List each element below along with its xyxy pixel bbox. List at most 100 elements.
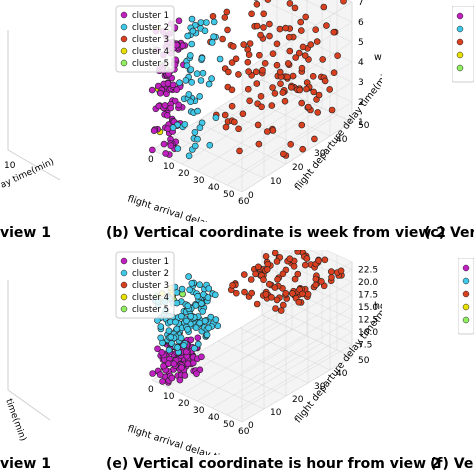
point-cluster-1 — [194, 334, 202, 342]
point-cluster-3 — [303, 255, 311, 262]
point-cluster-3 — [307, 41, 315, 48]
point-cluster-2 — [191, 345, 198, 352]
legend-box — [115, 5, 175, 73]
point-cluster-2 — [193, 70, 201, 77]
point-cluster-1 — [167, 142, 175, 149]
y-tick-label: 20 — [292, 395, 304, 405]
point-cluster-3 — [262, 290, 270, 298]
point-cluster-3 — [298, 99, 305, 107]
point-cluster-2 — [216, 55, 224, 63]
y-tick-label: 10 — [270, 408, 282, 418]
x-tick-label: 10 — [163, 392, 175, 402]
point-cluster-3 — [297, 18, 304, 26]
point-cluster-3 — [295, 298, 303, 306]
point-cluster-3 — [235, 71, 242, 78]
point-cluster-2 — [203, 19, 210, 26]
point-cluster-3 — [299, 145, 306, 153]
point-cluster-3 — [272, 305, 279, 312]
point-cluster-2 — [157, 323, 165, 330]
point-cluster-3 — [299, 43, 307, 51]
z-tick-label: 2 — [358, 98, 364, 108]
caption-b: (b) Vertical coordinate is week from vie… — [106, 225, 446, 241]
point-cluster-2 — [188, 79, 195, 86]
point-cluster-3 — [289, 290, 296, 297]
point-cluster-3 — [253, 0, 259, 1]
point-cluster-1 — [193, 370, 200, 377]
grid-line — [211, 342, 323, 409]
point-cluster-3 — [233, 289, 240, 297]
point-cluster-3 — [282, 24, 289, 32]
point-cluster-3 — [334, 52, 341, 60]
point-cluster-2 — [201, 317, 209, 325]
point-cluster-1 — [154, 345, 161, 353]
point-cluster-2 — [188, 40, 195, 48]
point-cluster-2 — [165, 346, 173, 354]
point-cluster-2 — [196, 281, 203, 289]
point-cluster-2 — [181, 121, 189, 128]
point-cluster-2 — [212, 291, 219, 299]
point-cluster-3 — [264, 0, 272, 3]
point-cluster-2 — [169, 124, 177, 131]
point-cluster-3 — [312, 281, 319, 289]
point-cluster-2 — [174, 145, 182, 152]
grid-line — [217, 340, 309, 384]
grid-line — [195, 121, 287, 165]
grid-line — [241, 344, 353, 410]
legend-label-cluster-1: cluster 1 — [132, 257, 169, 267]
point-cluster-2 — [187, 313, 194, 320]
point-cluster-2 — [201, 27, 209, 35]
point-cluster-3 — [221, 111, 229, 119]
point-cluster-3 — [328, 268, 335, 275]
point-cluster-3 — [241, 271, 248, 278]
point-cluster-3 — [301, 52, 309, 59]
legend-label-cluster-4: cluster 4 — [132, 293, 169, 303]
legend-marker-cluster-5 — [120, 59, 128, 67]
point-cluster-3 — [264, 128, 271, 135]
caption-e: (e) Vertical coordinate is hour from vie… — [106, 456, 441, 472]
right-partial-legend-top — [452, 6, 474, 83]
point-cluster-1 — [158, 349, 166, 356]
point-cluster-3 — [253, 80, 261, 87]
point-cluster-3 — [323, 22, 330, 29]
point-cluster-3 — [311, 135, 318, 143]
x-tick-label: 50 — [223, 190, 235, 200]
legend-marker-cluster-2 — [120, 23, 128, 31]
grid-line — [309, 250, 353, 270]
point-cluster-3 — [298, 121, 306, 129]
point-cluster-2 — [199, 69, 207, 77]
point-cluster-3 — [225, 68, 232, 76]
point-cluster-2 — [212, 316, 220, 323]
x-tick-label: 60 — [238, 197, 250, 207]
legend-marker-cluster-3 — [120, 281, 128, 289]
legend: cluster 1 cluster 2 cluster 3 cluster 4 clus… — [115, 5, 175, 73]
point-cluster-2 — [185, 152, 193, 160]
point-cluster-2 — [173, 325, 181, 333]
point-cluster-3 — [310, 88, 317, 96]
y-tick-label: 20 — [292, 163, 304, 173]
point-cluster-2 — [204, 294, 212, 301]
legend-marker-cluster-3 — [456, 38, 464, 46]
legend-label-cluster-3: cluster 3 — [132, 35, 169, 45]
point-cluster-2 — [184, 32, 191, 40]
z-tick-label: 6 — [358, 18, 364, 28]
point-cluster-3 — [314, 109, 321, 116]
legend-label-cluster-2: cluster 2 — [132, 269, 169, 279]
point-cluster-3 — [315, 91, 323, 99]
point-cluster-1 — [157, 89, 164, 97]
point-cluster-2 — [186, 286, 193, 294]
point-cluster-3 — [273, 296, 281, 304]
point-cluster-3 — [340, 0, 347, 5]
legend: cluster 1 cluster 2 cluster 3 cluster 4 clus… — [115, 251, 175, 319]
point-cluster-3 — [319, 56, 326, 63]
point-cluster-1 — [169, 81, 177, 89]
grid-line — [166, 86, 278, 158]
caption-right-bottom: (f) Ve — [430, 456, 474, 472]
point-cluster-3 — [219, 35, 226, 43]
grid-line — [195, 353, 287, 397]
grid-line — [241, 41, 353, 113]
x-tick-label: 30 — [193, 406, 205, 416]
grid-line — [261, 264, 353, 308]
point-cluster-3 — [269, 127, 277, 134]
point-cluster-2 — [206, 141, 214, 149]
point-cluster-3 — [273, 61, 281, 69]
